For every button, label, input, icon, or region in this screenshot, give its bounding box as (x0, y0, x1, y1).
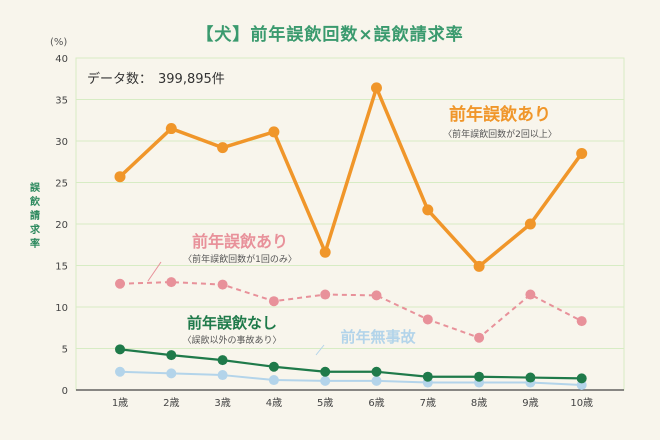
data-count-label: データ数： (87, 72, 153, 87)
y-tick-label: 25 (55, 179, 68, 190)
x-tick-label: 1歳 (112, 397, 128, 409)
y-tick-label: 30 (55, 137, 68, 148)
series-label: 前年誤飲あり (192, 232, 288, 251)
series-sublabel: 〈誤飲以外の事故あり〉 (182, 334, 281, 346)
data-point (371, 366, 382, 377)
y-tick-label: 20 (55, 220, 68, 231)
data-point (268, 361, 279, 372)
data-point (525, 289, 536, 300)
y-tick-label: 15 (55, 262, 68, 273)
chart-title: 【犬】前年誤飲回数×誤飲請求率 (196, 25, 464, 45)
x-tick-label: 10歳 (570, 397, 593, 409)
leader-line (147, 261, 162, 282)
data-point (115, 366, 125, 377)
data-point (371, 82, 382, 94)
data-point (422, 314, 433, 325)
leader-line (315, 344, 325, 356)
y-tick-label: 5 (62, 345, 68, 356)
data-point (371, 375, 382, 386)
data-point (114, 171, 126, 183)
data-point (576, 147, 588, 159)
data-point (268, 296, 279, 307)
data-point (165, 123, 177, 135)
x-tick-label: 6歳 (368, 397, 384, 409)
data-count: データ数： 399,895件 (87, 68, 225, 87)
data-point (115, 278, 125, 289)
data-point (115, 344, 125, 355)
data-point (217, 370, 228, 381)
series-label: 前年誤飲あり (449, 104, 551, 125)
data-point (319, 246, 331, 258)
y-axis-label: 誤飲請求率 (30, 183, 40, 250)
x-tick-label: 4歳 (266, 397, 282, 409)
data-count-value: 399,895件 (158, 72, 225, 87)
data-point (166, 350, 177, 361)
series-line (119, 370, 582, 387)
data-point (473, 260, 485, 272)
series-line (118, 86, 584, 269)
data-point (474, 371, 485, 382)
x-tick-label: 8歳 (471, 397, 487, 409)
y-tick-label: 35 (55, 96, 68, 107)
data-point (525, 372, 536, 383)
data-point (422, 371, 433, 382)
y-tick-label: 10 (55, 303, 68, 314)
data-point (320, 375, 331, 386)
x-tick-label: 5歳 (317, 397, 333, 409)
data-point (217, 279, 228, 290)
x-tick-label: 7歳 (420, 397, 436, 409)
y-tick-label: 40 (55, 54, 68, 65)
x-tick-label: 2歳 (163, 397, 179, 409)
data-point (320, 289, 331, 300)
data-point (576, 316, 587, 327)
data-point (166, 277, 177, 288)
series-sublabel: 〈前年誤飲回数が2回以上〉 (443, 128, 557, 140)
y-tick-label: 0 (62, 386, 68, 397)
series-sublabel: 〈前年誤飲回数が1回のみ〉 (183, 253, 297, 265)
series-label: 前年無事故 (340, 328, 416, 346)
data-point (474, 332, 485, 343)
series-label: 前年誤飲なし (187, 314, 277, 332)
data-point (371, 290, 382, 301)
y-axis-unit: (%) (50, 37, 68, 48)
data-point (217, 142, 229, 154)
data-point (422, 204, 434, 216)
data-point (524, 218, 536, 230)
data-point (217, 355, 228, 366)
data-point (268, 126, 280, 138)
x-tick-label: 3歳 (214, 397, 230, 409)
data-point (320, 366, 331, 377)
series-line (119, 348, 582, 380)
data-point (268, 375, 279, 386)
data-point (576, 373, 587, 384)
x-tick-label: 9歳 (522, 397, 538, 409)
data-point (166, 368, 177, 379)
